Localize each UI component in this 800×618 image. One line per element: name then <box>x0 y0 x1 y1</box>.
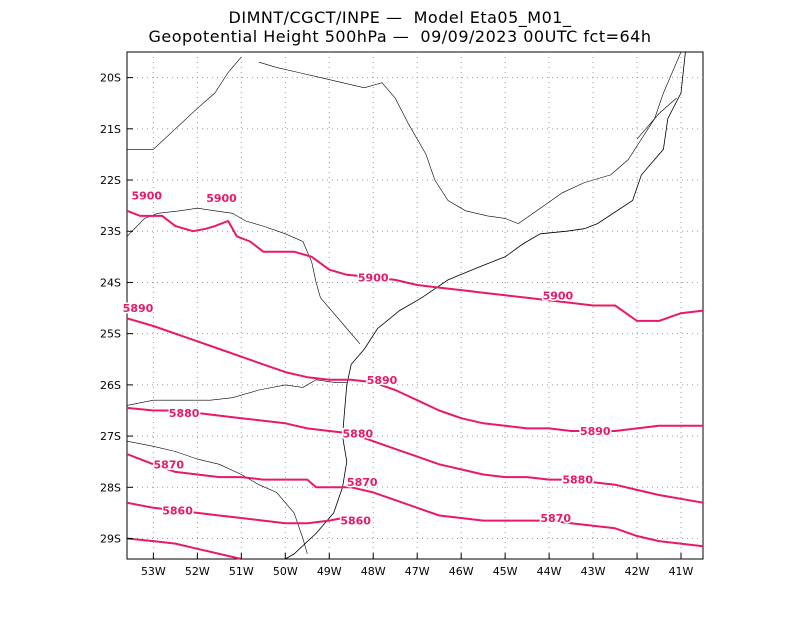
state-border <box>126 379 347 406</box>
contour-label: 5890 <box>367 374 398 387</box>
lon-tick-label: 42W <box>625 565 650 578</box>
lat-tick-label: 26S <box>100 379 121 392</box>
lon-tick-label: 50W <box>273 565 298 578</box>
lat-tick-label: 29S <box>100 533 121 546</box>
chart-title-line1: DIMNT/CGCT/INPE — Model Eta05_M01_ <box>228 8 572 27</box>
lon-tick-label: 44W <box>537 565 562 578</box>
lon-tick-label: 46W <box>449 565 474 578</box>
coastline <box>285 51 686 560</box>
lon-tick-label: 52W <box>185 565 210 578</box>
lat-tick-label: 22S <box>100 174 121 187</box>
lon-tick-label: 43W <box>581 565 606 578</box>
contour-lines <box>126 209 704 560</box>
lat-tick-label: 20S <box>100 72 121 85</box>
latitude-axis: 20S 21S 22S 23S 24S 25S 26S 27S 28S 29S <box>100 72 133 546</box>
contour-label: 5900 <box>131 189 162 202</box>
contour-labels: 5900 5900 5900 5900 5890 5890 5890 5880 5880 5880… <box>121 188 612 529</box>
contour-line-5870 <box>126 453 704 548</box>
map-gridlines <box>127 52 703 559</box>
state-border <box>126 440 308 554</box>
lat-tick-label: 25S <box>100 328 121 341</box>
chart-title-line2: Geopotential Height 500hPa — 09/09/2023 … <box>148 27 652 46</box>
contour-label: 5880 <box>169 407 200 420</box>
lat-tick-label: 27S <box>100 430 121 443</box>
lon-tick-label: 45W <box>493 565 518 578</box>
lat-tick-label: 28S <box>100 481 121 494</box>
contour-label: 5890 <box>580 425 611 438</box>
contour-label: 5890 <box>123 302 154 315</box>
contour-label: 5900 <box>358 271 389 284</box>
contour-line-5890 <box>126 317 703 432</box>
contour-line-5860 <box>126 501 343 525</box>
lat-tick-label: 24S <box>100 276 121 289</box>
contour-line-5900 <box>126 209 704 322</box>
contour-label: 5900 <box>206 192 237 205</box>
state-border <box>126 207 361 345</box>
map-coastlines-borders <box>126 51 686 560</box>
contour-label: 5880 <box>562 474 593 487</box>
lat-tick-label: 23S <box>100 225 121 238</box>
contour-label: 5870 <box>347 476 378 489</box>
contour-line-5880 <box>126 406 704 504</box>
lat-tick-label: 21S <box>100 123 121 136</box>
contour-label: 5900 <box>543 289 574 302</box>
longitude-axis: 53W 52W 51W 50W 49W 48W 47W 46W 45W 44W 43W 42W 41W <box>141 553 694 578</box>
lon-tick-label: 47W <box>405 565 430 578</box>
contour-label: 5860 <box>340 515 371 528</box>
state-border <box>258 61 519 224</box>
state-border <box>636 97 677 140</box>
contour-label: 5870 <box>540 512 571 525</box>
lon-tick-label: 41W <box>669 565 694 578</box>
state-border <box>127 56 242 150</box>
lon-tick-label: 49W <box>317 565 342 578</box>
contour-label: 5860 <box>162 504 193 517</box>
state-border <box>518 51 682 224</box>
lon-tick-label: 51W <box>229 565 254 578</box>
contour-label: 5880 <box>343 428 374 441</box>
lon-tick-label: 48W <box>361 565 386 578</box>
map-frame <box>126 51 704 560</box>
contour-label: 5870 <box>153 458 184 471</box>
lon-tick-label: 53W <box>141 565 166 578</box>
contour-line-5850 <box>126 537 242 560</box>
